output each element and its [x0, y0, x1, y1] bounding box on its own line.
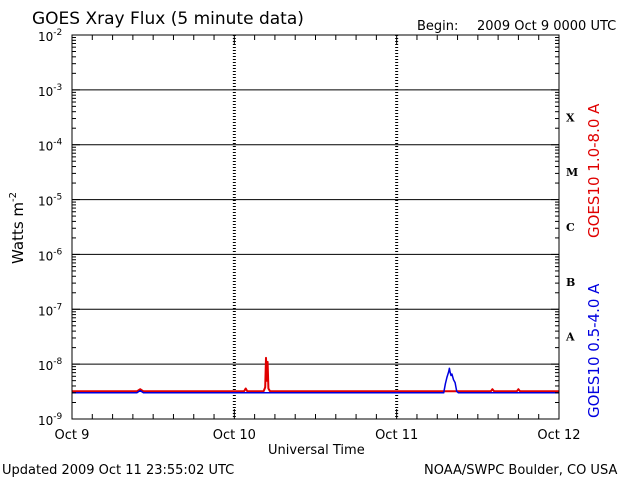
y-tick-label: 10-6: [38, 247, 63, 263]
series-layer: [72, 356, 559, 394]
flare-class-label: A: [565, 331, 575, 344]
y-tick-label: 10-5: [38, 193, 62, 209]
y-tick-label: 10-8: [38, 357, 63, 373]
source-credit: NOAA/SWPC Boulder, CO USA: [424, 463, 617, 478]
plot-frame: [71, 34, 560, 420]
x-tick-label: Oct 11: [375, 428, 418, 443]
series-line-long-channel: [72, 356, 559, 393]
y-axis-title-exp: -2: [8, 192, 19, 202]
flare-class-label: X: [566, 111, 575, 124]
x-tick-label: Oct 9: [55, 428, 90, 443]
grid-layer: [72, 35, 559, 419]
y-tick-label: 10-3: [38, 83, 62, 99]
y-tick-label: 10-7: [38, 302, 62, 318]
tick-layer: [71, 35, 560, 420]
x-tick-label: Oct 12: [537, 428, 580, 443]
begin-label: Begin:: [417, 19, 458, 34]
y-tick-label: 10-2: [38, 28, 62, 44]
begin-value: 2009 Oct 9 0000 UTC: [477, 19, 616, 34]
series-line-short-channel: [72, 367, 559, 394]
y-tick-label: 10-4: [38, 138, 63, 154]
x-axis-title: Universal Time: [268, 443, 365, 458]
x-tick-label: Oct 10: [213, 428, 256, 443]
flare-class-label: M: [566, 166, 578, 179]
flare-class-label: C: [566, 221, 575, 234]
flare-class-label: B: [566, 276, 575, 289]
svg-text:Watts m-2: Watts m-2: [8, 192, 27, 264]
chart-title: GOES Xray Flux (5 minute data): [32, 9, 304, 29]
label-layer: 10-9 10-8 10-7 10-6 10-5 10-4 10-3 10-2 Oct 9 Oct…: [38, 28, 581, 443]
legend-long-channel: GOES10 1.0-8.0 A: [585, 103, 603, 238]
updated-timestamp: Updated 2009 Oct 11 23:55:02 UTC: [2, 463, 234, 478]
y-axis-title-base: Watts m: [9, 202, 27, 264]
y-axis-title: Watts m-2: [8, 192, 27, 264]
legend-short-channel: GOES10 0.5-4.0 A: [585, 283, 603, 418]
y-tick-label: 10-9: [38, 412, 63, 428]
